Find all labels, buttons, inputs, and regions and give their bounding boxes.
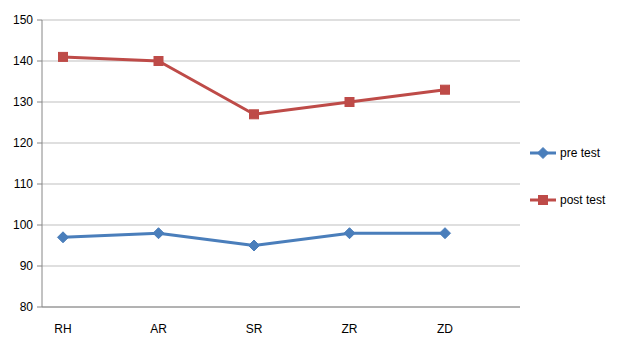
data-point xyxy=(59,52,68,61)
x-tick-label: ZR xyxy=(342,322,358,336)
data-point xyxy=(440,228,451,239)
y-tick-label: 110 xyxy=(14,177,33,191)
legend-marker xyxy=(538,148,549,159)
y-tick-label: 140 xyxy=(13,54,33,68)
grid-line xyxy=(42,225,520,226)
grid-line xyxy=(42,143,520,144)
legend: pre test post test xyxy=(530,146,606,207)
x-tick-label: RH xyxy=(54,322,71,336)
y-axis xyxy=(42,20,43,307)
data-point xyxy=(441,85,450,94)
data-point xyxy=(58,232,69,243)
grid-line xyxy=(42,307,520,308)
data-point xyxy=(344,228,355,239)
x-tick-label: ZD xyxy=(437,322,453,336)
x-tick-label: AR xyxy=(150,322,167,336)
chart: 80 90 100 110 120 130 140 150 RH AR SR ZR ZD pre test… xyxy=(0,0,638,358)
y-tick xyxy=(37,184,42,185)
chart-container: 80 90 100 110 120 130 140 150 RH AR SR ZR ZD pre test… xyxy=(0,0,638,358)
y-tick xyxy=(37,143,42,144)
grid-line xyxy=(42,184,520,185)
x-axis xyxy=(42,307,520,308)
y-tick xyxy=(37,307,42,308)
data-point xyxy=(154,57,163,66)
plot-area xyxy=(58,52,451,251)
y-tick xyxy=(37,102,42,103)
y-tick-label: 80 xyxy=(20,300,34,314)
y-tick-label: 130 xyxy=(13,95,33,109)
data-point xyxy=(153,228,164,239)
grid-line xyxy=(42,266,520,267)
y-tick-label: 120 xyxy=(13,136,33,150)
legend-label: post test xyxy=(560,193,606,207)
y-tick xyxy=(37,61,42,62)
series-line xyxy=(63,57,445,114)
y-tick xyxy=(37,225,42,226)
grid-line xyxy=(42,20,520,21)
y-tick-label: 150 xyxy=(13,13,33,27)
x-tick-label: SR xyxy=(246,322,263,336)
grid-line xyxy=(42,61,520,62)
y-tick-label: 90 xyxy=(20,259,34,273)
y-tick xyxy=(37,266,42,267)
legend-label: pre test xyxy=(560,146,601,160)
y-tick-label: 100 xyxy=(13,218,33,232)
data-point xyxy=(249,240,260,251)
data-point xyxy=(345,98,354,107)
data-point xyxy=(250,110,259,119)
grid-line xyxy=(42,102,520,103)
y-tick xyxy=(37,20,42,21)
legend-marker xyxy=(539,196,548,205)
